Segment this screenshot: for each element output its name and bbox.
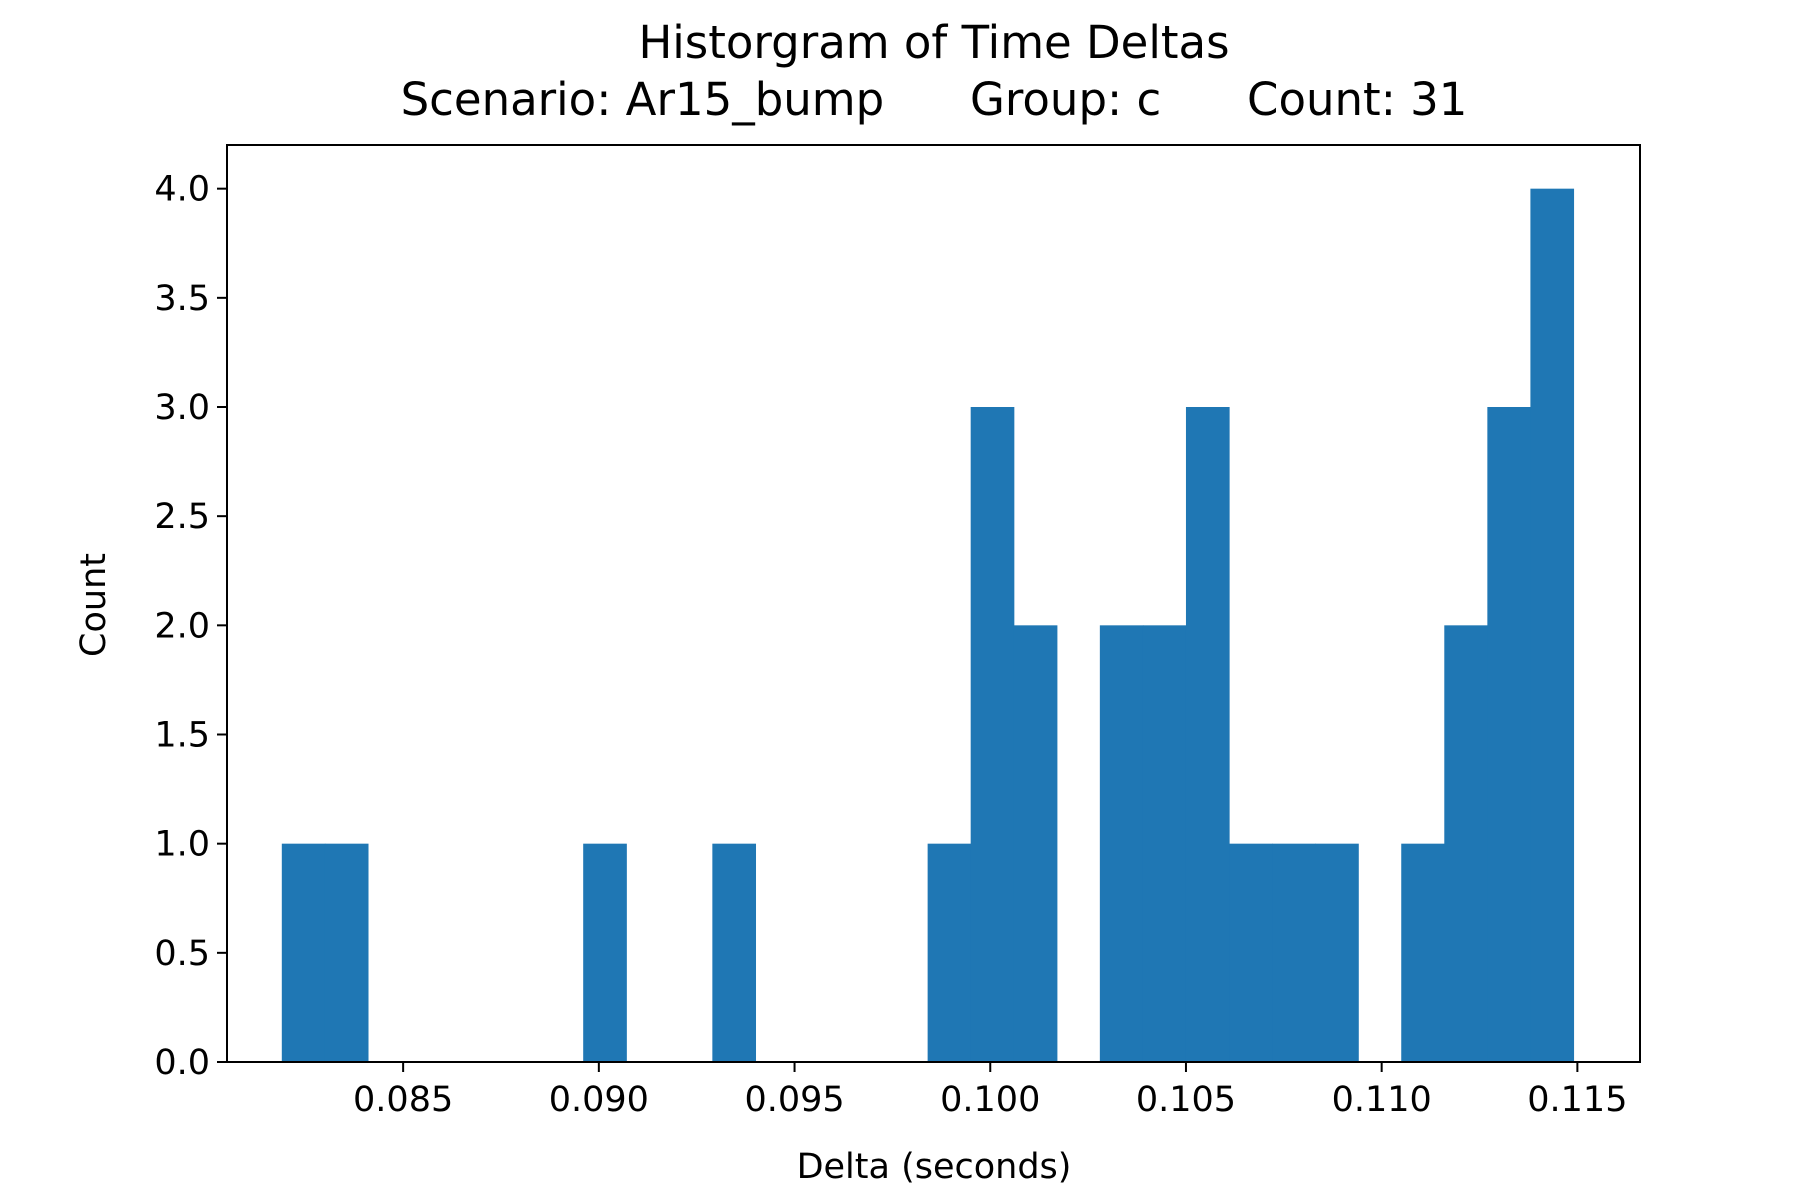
y-tick-label: 1.0 [154,825,210,865]
x-tick-label: 0.110 [1332,1080,1432,1120]
y-tick-label: 4.0 [154,170,210,210]
histogram-bar [1401,843,1445,1062]
histogram-bar [1099,625,1144,1062]
plot-frame [226,144,1641,1063]
chart-subtitle: Scenario: Ar15_bump Group: c Count: 31 [401,73,1468,126]
histogram-bar [1185,407,1230,1062]
histogram-bar [1444,625,1488,1062]
histogram-bars [281,188,1575,1063]
x-tick-label: 0.105 [1136,1080,1236,1120]
histogram-bar [1272,843,1316,1062]
x-tick-label: 0.100 [940,1080,1040,1120]
histogram-bar [927,843,972,1062]
y-tick-label: 2.5 [154,497,210,537]
histogram-bar [1487,407,1532,1062]
histogram-bar [1530,188,1575,1063]
x-tick-label: 0.115 [1527,1080,1627,1120]
histogram-bar [1013,625,1058,1062]
y-tick-label: 0.0 [154,1043,210,1083]
histogram-bar [583,843,627,1062]
x-tick-label: 0.095 [744,1080,844,1120]
x-axis-ticks: 0.085 0.090 0.095 0.100 0.105 0.110 0.115 [353,1062,1627,1120]
y-tick-label: 2.0 [154,606,210,646]
chart-title: Historgram of Time Deltas [638,16,1229,69]
y-tick-label: 1.5 [154,716,210,756]
histogram-bar [1142,625,1187,1062]
x-tick-label: 0.090 [549,1080,649,1120]
histogram-bar [1315,843,1359,1062]
x-axis-label: Delta (seconds) [797,1147,1072,1187]
y-axis-ticks: 0.0 0.5 1.0 1.5 2.0 2.5 3.0 3.5 4.0 [154,170,227,1083]
histogram-bar [1229,843,1273,1062]
x-tick-label: 0.085 [353,1080,453,1120]
y-tick-label: 3.0 [154,388,210,428]
histogram-bar [281,843,326,1062]
y-tick-label: 0.5 [154,934,210,974]
y-axis-label: Count [74,553,114,657]
histogram-bar [324,843,369,1062]
histogram-bar [970,407,1015,1062]
y-tick-label: 3.5 [154,279,210,319]
histogram-bar [712,843,757,1062]
